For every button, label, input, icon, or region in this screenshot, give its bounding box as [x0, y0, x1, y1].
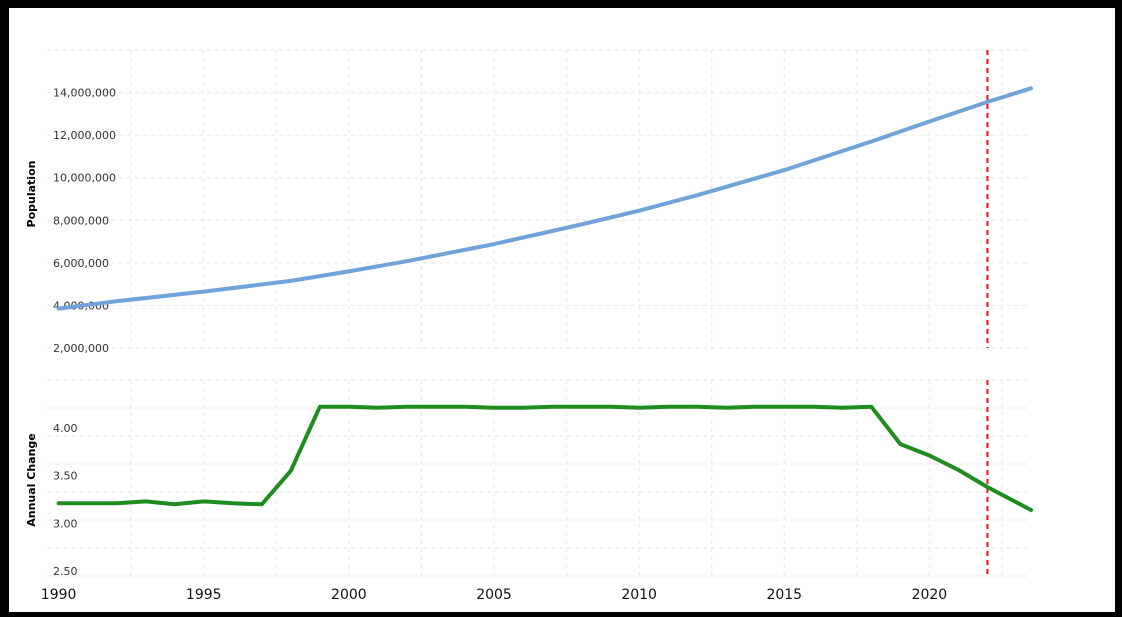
x-tick-label: 2010	[621, 587, 657, 603]
chart-frame: Population Annual Change 2,000,000 4,000,…	[9, 8, 1115, 612]
x-tick-label: 2015	[766, 587, 802, 603]
series-layer	[56, 50, 1033, 576]
population-series-line	[56, 86, 1033, 311]
y-tick-label: 2.50	[53, 565, 78, 578]
x-tick-label: 2020	[912, 587, 948, 603]
population-chart-svg: Population Annual Change 2,000,0004,000,…	[25, 49, 1033, 603]
y-tick-label: 10,000,000	[53, 172, 116, 185]
y-tick-label: 2,000,000	[53, 342, 109, 355]
y-axis-label-annual-change: Annual Change	[25, 433, 38, 527]
y-tick-label: 3.00	[53, 517, 78, 530]
x-tick-label: 2005	[476, 587, 512, 603]
y-tick-label: 14,000,000	[53, 87, 116, 100]
x-tick-label: 1990	[41, 587, 77, 603]
x-tick-label: 1995	[186, 587, 222, 603]
y-tick-label: 8,000,000	[53, 214, 109, 227]
annual-change-series-line	[56, 404, 1033, 512]
x-tick-label: 2000	[331, 587, 367, 603]
y-tick-label: 3.50	[53, 470, 78, 483]
y-tick-label: 4.00	[53, 422, 78, 435]
y-tick-label: 6,000,000	[53, 257, 109, 270]
axis-layer: Population Annual Change 2,000,0004,000,…	[25, 87, 947, 603]
y-axis-label-population: Population	[25, 161, 38, 228]
grid-layer	[47, 49, 1031, 577]
y-tick-label: 12,000,000	[53, 129, 116, 142]
